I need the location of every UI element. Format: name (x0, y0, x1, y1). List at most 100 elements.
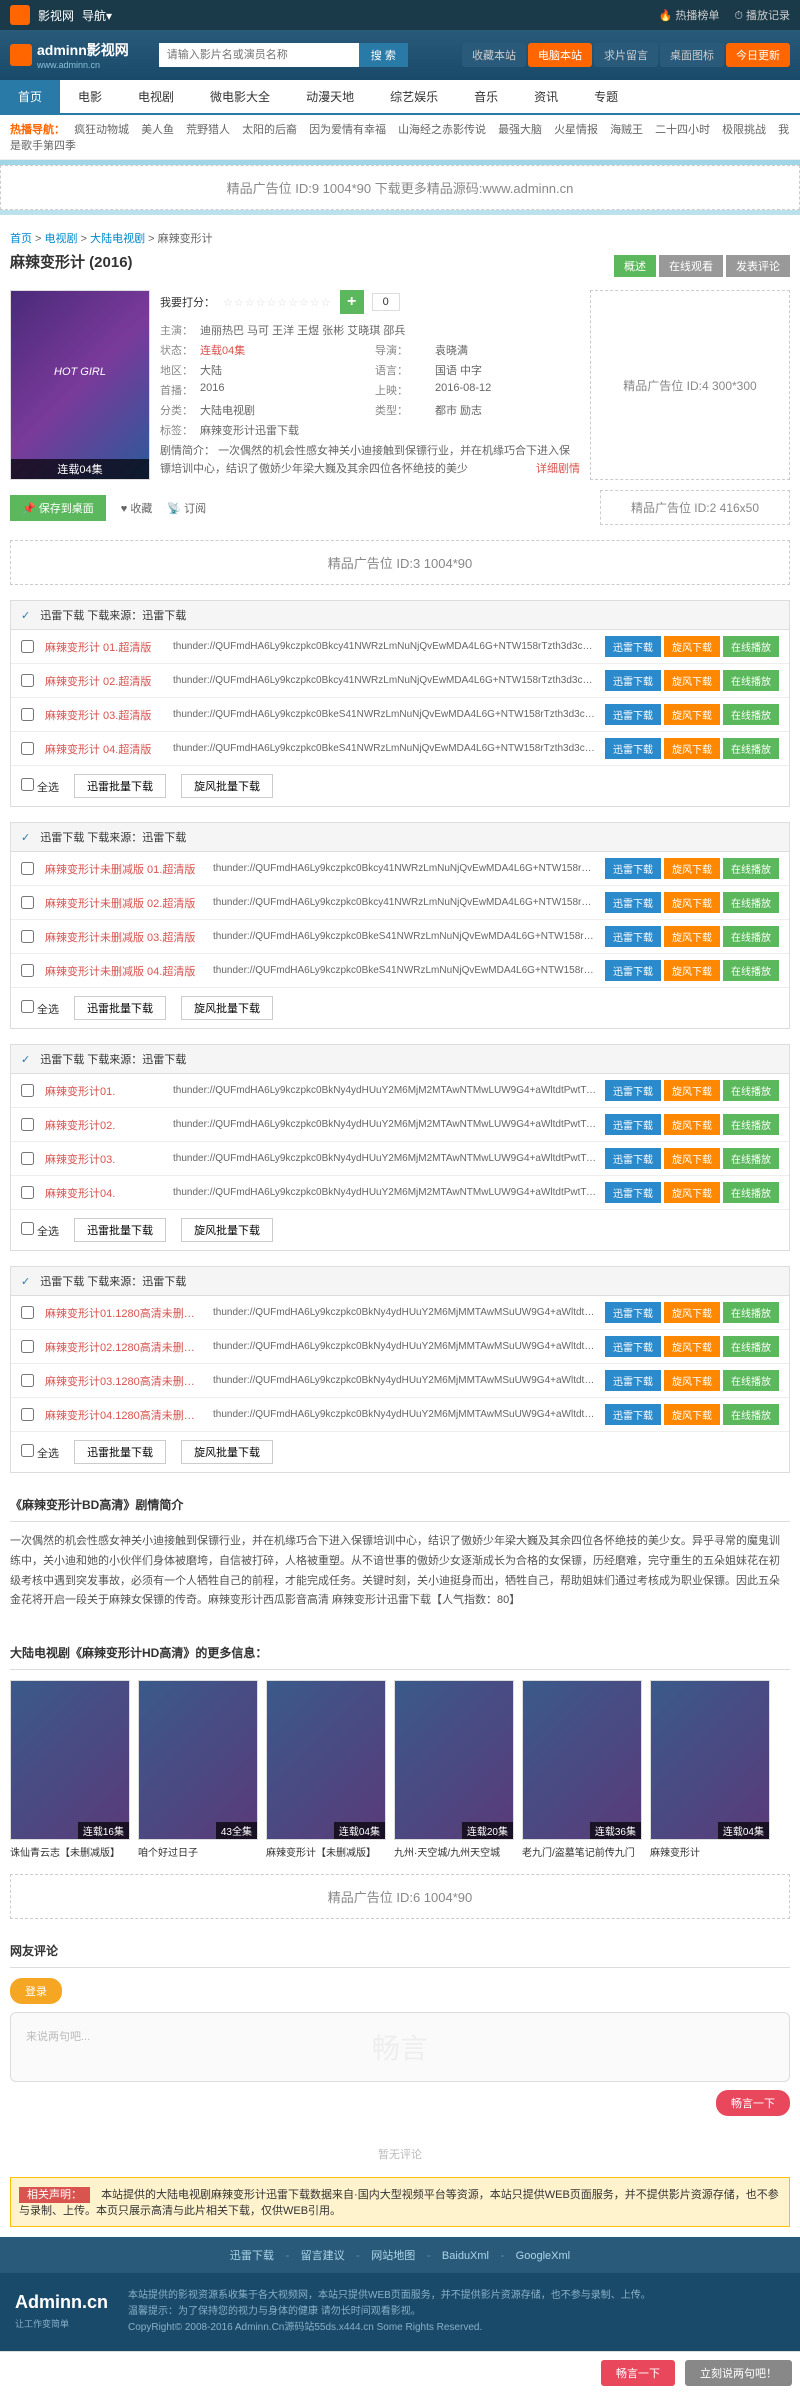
footer-link-4[interactable]: GoogleXml (516, 2250, 570, 2262)
dl-name[interactable]: 麻辣变形计04.1280高清未删减版 (45, 1407, 205, 1423)
detail-tab-0[interactable]: 概述 (614, 255, 656, 277)
footer-link-2[interactable]: 网站地图 (371, 2250, 415, 2262)
dl-xuanfeng-button[interactable]: 旋风下载 (664, 670, 720, 691)
footer-link-0[interactable]: 迅雷下载 (230, 2250, 274, 2262)
footer-link-3[interactable]: BaiduXml (442, 2250, 489, 2262)
select-all-checkbox[interactable] (21, 778, 34, 791)
nav-item-1[interactable]: 电影 (60, 80, 120, 113)
dl-checkbox[interactable] (21, 742, 34, 755)
dl-thunder-button[interactable]: 迅雷下载 (605, 1336, 661, 1357)
dl-name[interactable]: 麻辣变形计02.1280高清未删减版 (45, 1339, 205, 1355)
dl-name[interactable]: 麻辣变形计未删减版 03.超清版 (45, 929, 205, 945)
dl-thunder-button[interactable]: 迅雷下载 (605, 1370, 661, 1391)
dl-name[interactable]: 麻辣变形计01. (45, 1083, 165, 1099)
dl-thunder-button[interactable]: 迅雷下载 (605, 704, 661, 725)
rating-stars[interactable]: ☆☆☆☆☆☆☆☆☆☆ (223, 296, 332, 309)
save-desktop-button[interactable]: 📌 保存到桌面 (10, 495, 106, 521)
batch-xuanfeng-button[interactable]: 旋风批量下载 (181, 1440, 273, 1464)
dl-name[interactable]: 麻辣变形计未删减版 01.超清版 (45, 861, 205, 877)
search-button[interactable]: 搜 索 (359, 43, 408, 67)
dl-play-button[interactable]: 在线播放 (723, 1336, 779, 1357)
dl-thunder-button[interactable]: 迅雷下载 (605, 670, 661, 691)
dl-thunder-button[interactable]: 迅雷下载 (605, 1302, 661, 1323)
detail-tab-2[interactable]: 发表评论 (726, 255, 790, 277)
dl-xuanfeng-button[interactable]: 旋风下载 (664, 1080, 720, 1101)
dl-name[interactable]: 麻辣变形计 03.超清版 (45, 707, 165, 723)
dl-name[interactable]: 麻辣变形计03. (45, 1151, 165, 1167)
header-tab-3[interactable]: 桌面图标 (660, 43, 724, 67)
dl-checkbox[interactable] (21, 674, 34, 687)
hotnav-link-10[interactable]: 极限挑战 (722, 124, 766, 136)
batch-xuanfeng-button[interactable]: 旋风批量下载 (181, 996, 273, 1020)
dl-checkbox[interactable] (21, 1186, 34, 1199)
dl-play-button[interactable]: 在线播放 (723, 636, 779, 657)
header-tab-0[interactable]: 收藏本站 (462, 43, 526, 67)
dl-play-button[interactable]: 在线播放 (723, 1182, 779, 1203)
bottom-say-button[interactable]: 立刻说两句吧！ (685, 2360, 792, 2386)
dl-thunder-button[interactable]: 迅雷下载 (605, 1148, 661, 1169)
dl-xuanfeng-button[interactable]: 旋风下载 (664, 1370, 720, 1391)
dl-checkbox[interactable] (21, 640, 34, 653)
dl-checkbox[interactable] (21, 1306, 34, 1319)
dl-thunder-button[interactable]: 迅雷下载 (605, 1182, 661, 1203)
batch-thunder-button[interactable]: 迅雷批量下载 (74, 1218, 166, 1242)
dl-thunder-button[interactable]: 迅雷下载 (605, 738, 661, 759)
dl-play-button[interactable]: 在线播放 (723, 1148, 779, 1169)
batch-thunder-button[interactable]: 迅雷批量下载 (74, 996, 166, 1020)
dl-xuanfeng-button[interactable]: 旋风下载 (664, 926, 720, 947)
rss-link[interactable]: 📡 订阅 (167, 500, 206, 516)
dl-xuanfeng-button[interactable]: 旋风下载 (664, 1404, 720, 1425)
dl-name[interactable]: 麻辣变形计01.1280高清未删减版 (45, 1305, 205, 1321)
desc-more-link[interactable]: 详细剧情 (536, 461, 580, 479)
related-item[interactable]: 连载04集麻辣变形计 (650, 1680, 770, 1859)
dl-name[interactable]: 麻辣变形计未删减版 04.超清版 (45, 963, 205, 979)
dl-play-button[interactable]: 在线播放 (723, 926, 779, 947)
dl-checkbox[interactable] (21, 1374, 34, 1387)
select-all[interactable]: 全选 (21, 1000, 59, 1017)
dl-thunder-button[interactable]: 迅雷下载 (605, 1404, 661, 1425)
dl-name[interactable]: 麻辣变形计 02.超清版 (45, 673, 165, 689)
dl-checkbox[interactable] (21, 1084, 34, 1097)
bottom-comment-button[interactable]: 畅言一下 (601, 2360, 675, 2386)
hotnav-link-9[interactable]: 二十四小时 (655, 124, 710, 136)
select-all[interactable]: 全选 (21, 1444, 59, 1461)
dl-play-button[interactable]: 在线播放 (723, 960, 779, 981)
hotnav-link-1[interactable]: 美人鱼 (141, 124, 174, 136)
related-item[interactable]: 连载20集九州·天空城/九州天空城 (394, 1680, 514, 1859)
dl-xuanfeng-button[interactable]: 旋风下载 (664, 636, 720, 657)
dl-checkbox[interactable] (21, 1152, 34, 1165)
nav-item-4[interactable]: 动漫天地 (288, 80, 372, 113)
rating-plus-button[interactable]: + (340, 290, 364, 314)
dl-name[interactable]: 麻辣变形计02. (45, 1117, 165, 1133)
dl-checkbox[interactable] (21, 708, 34, 721)
dl-checkbox[interactable] (21, 930, 34, 943)
dl-xuanfeng-button[interactable]: 旋风下载 (664, 1114, 720, 1135)
select-all[interactable]: 全选 (21, 778, 59, 795)
dl-name[interactable]: 麻辣变形计未删减版 02.超清版 (45, 895, 205, 911)
select-all[interactable]: 全选 (21, 1222, 59, 1239)
dl-xuanfeng-button[interactable]: 旋风下载 (664, 1148, 720, 1169)
select-all-checkbox[interactable] (21, 1000, 34, 1013)
dl-play-button[interactable]: 在线播放 (723, 1370, 779, 1391)
select-all-checkbox[interactable] (21, 1444, 34, 1457)
batch-thunder-button[interactable]: 迅雷批量下载 (74, 774, 166, 798)
related-item[interactable]: 连载36集老九门/盗墓笔记前传九门 (522, 1680, 642, 1859)
favorite-link[interactable]: ♥ 收藏 (121, 500, 153, 516)
dl-xuanfeng-button[interactable]: 旋风下载 (664, 858, 720, 879)
header-tab-2[interactable]: 求片留言 (594, 43, 658, 67)
nav-item-6[interactable]: 音乐 (456, 80, 516, 113)
dl-xuanfeng-button[interactable]: 旋风下载 (664, 1336, 720, 1357)
nav-dropdown[interactable]: 导航▾ (82, 7, 112, 24)
dl-name[interactable]: 麻辣变形计 04.超清版 (45, 741, 165, 757)
nav-item-2[interactable]: 电视剧 (120, 80, 192, 113)
hotnav-link-8[interactable]: 海贼王 (610, 124, 643, 136)
dl-xuanfeng-button[interactable]: 旋风下载 (664, 892, 720, 913)
dl-xuanfeng-button[interactable]: 旋风下载 (664, 960, 720, 981)
hotnav-link-5[interactable]: 山海经之赤影传说 (398, 124, 486, 136)
dl-checkbox[interactable] (21, 1118, 34, 1131)
bc-home[interactable]: 首页 (10, 233, 32, 245)
hotnav-link-7[interactable]: 火星情报 (554, 124, 598, 136)
nav-item-3[interactable]: 微电影大全 (192, 80, 288, 113)
dl-name[interactable]: 麻辣变形计 01.超清版 (45, 639, 165, 655)
dl-thunder-button[interactable]: 迅雷下载 (605, 1080, 661, 1101)
